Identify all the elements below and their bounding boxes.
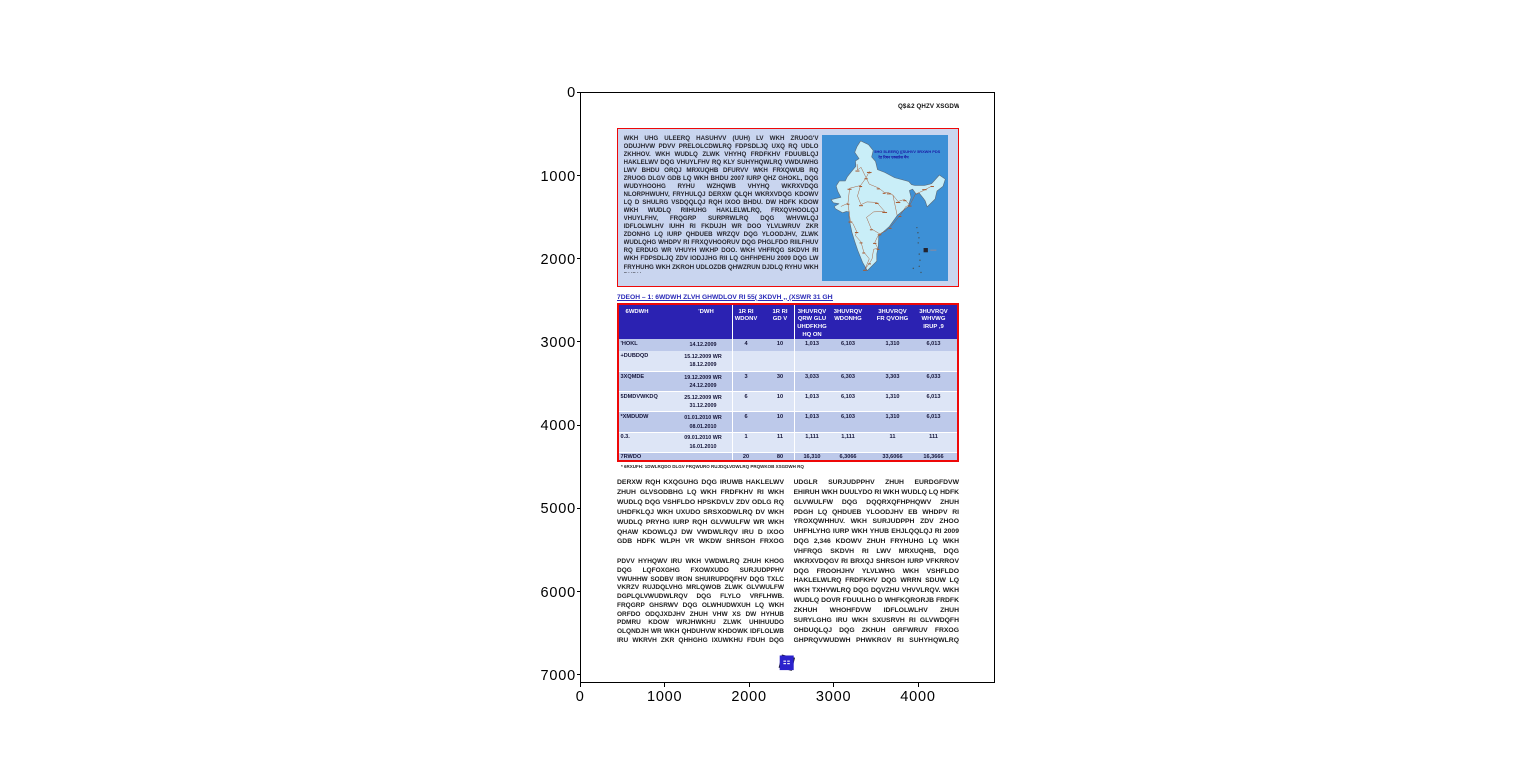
svg-text:रेड रिबन एक्सप्रेस मैप: रेड रिबन एक्सप्रेस मैप [877,154,909,159]
svg-text:5HG 5LEERQ ([SUHVV 5RXWH PDS: 5HG 5LEERQ ([SUHVV 5RXWH PDS [874,149,940,154]
